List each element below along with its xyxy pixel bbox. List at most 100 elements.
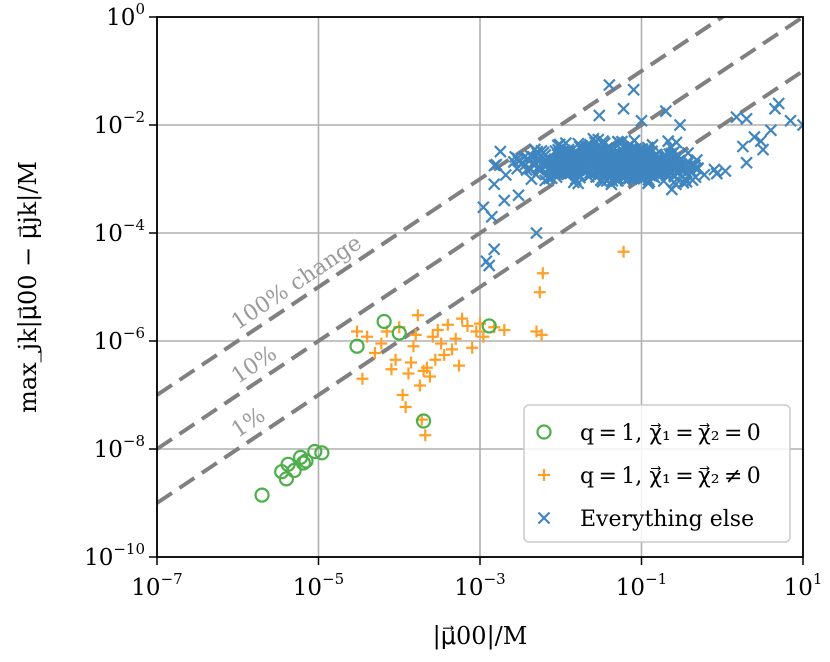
legend-marker-1 xyxy=(538,469,550,481)
point-cluster xyxy=(612,136,626,149)
point-cluster xyxy=(559,136,573,150)
point-0-0 xyxy=(254,487,270,503)
point-1-41 xyxy=(536,267,549,280)
point-cluster xyxy=(528,158,541,172)
point-2-10 xyxy=(603,78,616,92)
legend-box xyxy=(523,404,791,543)
point-2-28 xyxy=(740,156,753,170)
point-cluster xyxy=(665,183,679,196)
series-2 xyxy=(477,78,803,272)
point-1-20 xyxy=(420,361,433,374)
point-cluster xyxy=(647,151,660,165)
point-1-33 xyxy=(466,341,479,354)
point-1-2 xyxy=(361,330,374,343)
point-2-15 xyxy=(673,118,687,132)
point-cluster xyxy=(587,132,600,146)
point-1-32 xyxy=(461,319,474,332)
point-1-12 xyxy=(405,356,418,369)
point-cluster xyxy=(679,172,692,186)
point-2-25 xyxy=(772,97,785,110)
point-2-1 xyxy=(482,259,496,272)
point-cluster xyxy=(494,145,507,158)
point-0-10 xyxy=(349,338,365,354)
y-tick-label-4: 10−2 xyxy=(94,108,145,139)
point-2-4 xyxy=(477,200,490,214)
point-1-0 xyxy=(351,325,364,338)
point-2-20 xyxy=(740,112,753,126)
point-1-13 xyxy=(407,340,420,353)
point-1-43 xyxy=(617,245,630,258)
reference-line-2 xyxy=(157,69,803,505)
point-2-23 xyxy=(764,123,778,137)
point-1-10 xyxy=(399,400,412,413)
legend-label-1: q = 1, χ⃗₁ = χ⃗₂ ≠ 0 xyxy=(580,464,761,489)
point-cluster xyxy=(719,164,732,178)
point-1-24 xyxy=(431,323,444,336)
point-cluster xyxy=(607,151,620,165)
y-tick-label-1: 10−8 xyxy=(94,432,145,463)
point-2-27 xyxy=(796,118,803,132)
point-1-36 xyxy=(477,330,490,343)
point-cluster xyxy=(596,175,609,188)
point-cluster xyxy=(600,141,614,155)
point-cluster xyxy=(633,147,647,160)
point-1-3 xyxy=(368,346,381,359)
point-1-21 xyxy=(423,370,436,383)
axis-labels: |μ⃗00|/M max_jk|μ⃗00 − μ⃗jk|/M xyxy=(14,161,527,651)
point-2-30 xyxy=(748,130,761,144)
point-cluster xyxy=(520,163,533,177)
y-tick-label-0: 10−10 xyxy=(84,540,145,571)
legend: q = 1, χ⃗₁ = χ⃗₂ = 0 q = 1, χ⃗₁ = χ⃗₂ ≠ 0… xyxy=(523,404,791,543)
point-cluster xyxy=(593,145,607,159)
point-1-30 xyxy=(453,359,466,372)
point-cluster xyxy=(630,156,644,169)
point-1-15 xyxy=(411,309,424,322)
point-cluster xyxy=(677,162,690,175)
point-1-40 xyxy=(533,286,546,299)
point-2-6 xyxy=(498,194,511,207)
point-1-23 xyxy=(429,353,442,366)
point-1-11 xyxy=(402,367,415,380)
reference-line-1 xyxy=(157,17,803,451)
point-1-25 xyxy=(435,337,448,350)
point-cluster xyxy=(607,168,620,181)
axis-ticks: 10−7 10−5 10−3 10−1 101 10−10 10−8 10−6 10−4 10−2… xyxy=(84,0,822,601)
point-1-16 xyxy=(413,379,426,392)
point-cluster xyxy=(605,155,619,169)
point-2-29 xyxy=(736,140,750,153)
point-1-4 xyxy=(375,337,388,350)
point-1-34 xyxy=(470,325,483,338)
point-0-9 xyxy=(314,445,330,461)
point-2-17 xyxy=(698,168,711,182)
point-cluster xyxy=(670,166,684,179)
point-2-18 xyxy=(708,163,721,176)
point-cluster xyxy=(541,167,554,181)
point-0-2 xyxy=(278,471,294,487)
point-cluster xyxy=(657,149,671,163)
point-1-28 xyxy=(445,343,458,356)
point-cluster xyxy=(552,151,565,164)
y-tick-label-2: 10−6 xyxy=(94,324,145,355)
series-0 xyxy=(254,313,497,503)
point-cluster xyxy=(517,151,531,164)
point-1-1 xyxy=(356,372,369,385)
point-1-9 xyxy=(396,389,409,401)
point-cluster xyxy=(499,168,513,182)
point-0-7 xyxy=(298,453,314,469)
point-2-11 xyxy=(617,102,630,116)
y-axis-label: max_jk|μ⃗00 − μ⃗jk|/M xyxy=(14,161,43,413)
point-2-13 xyxy=(635,114,648,128)
point-cluster xyxy=(617,170,630,183)
point-cluster xyxy=(628,134,641,147)
point-1-7 xyxy=(389,353,402,366)
point-0-8 xyxy=(307,443,323,460)
point-1-27 xyxy=(441,318,454,331)
point-2-8 xyxy=(530,226,543,240)
point-2-14 xyxy=(659,104,673,118)
legend-label-2: Everything else xyxy=(580,507,754,532)
point-cluster xyxy=(615,157,629,170)
point-cluster xyxy=(573,171,587,184)
x-tick-label-1: 10−5 xyxy=(293,570,344,601)
point-0-14 xyxy=(481,318,497,334)
